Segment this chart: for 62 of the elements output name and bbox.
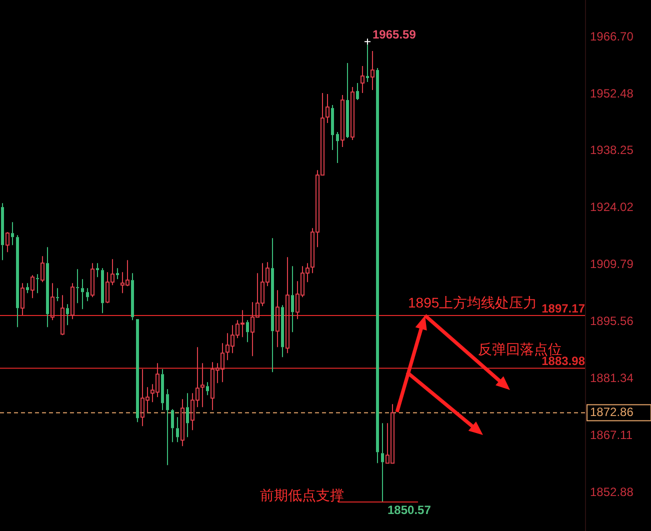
candlestick — [271, 238, 274, 373]
candlestick — [286, 256, 290, 354]
candlestick — [171, 408, 174, 443]
y-tick-label: 1881.34 — [590, 370, 634, 385]
candlestick — [96, 262, 99, 278]
y-tick-label: 1909.79 — [590, 257, 634, 272]
candlestick — [166, 388, 169, 466]
candlestick — [291, 266, 294, 333]
candlestick — [370, 50, 374, 91]
candlestick — [36, 274, 39, 294]
candlestick — [176, 416, 179, 443]
y-tick-label: 1938.25 — [590, 143, 634, 158]
candlestick — [281, 304, 284, 358]
candlestick — [40, 256, 44, 283]
candlestick — [356, 82, 359, 101]
candlestick — [116, 268, 119, 280]
candlestick — [381, 422, 384, 502]
candlestick — [50, 282, 54, 321]
price-tag: 1872.86 — [586, 404, 651, 422]
candlestick — [180, 398, 184, 447]
candlestick — [340, 94, 344, 148]
candlestick — [376, 68, 379, 464]
candlestick — [16, 234, 19, 328]
candlestick — [46, 246, 49, 328]
candlestick — [60, 294, 64, 336]
candlestick — [331, 104, 334, 151]
candlestick — [30, 274, 34, 299]
ref-line-label: 1872.86 — [590, 404, 634, 419]
y-tick-label: 1867.11 — [590, 428, 633, 442]
y-tick-label: 1924.02 — [590, 200, 634, 214]
candlestick — [20, 282, 24, 316]
annotation: 1895上方均线处压力 — [408, 294, 538, 310]
candlestick — [161, 368, 164, 411]
candlestick — [86, 288, 89, 302]
y-tick-label: 1966.70 — [590, 29, 634, 44]
candlestick — [26, 282, 29, 294]
candlestick — [186, 392, 189, 438]
candlestick — [1, 202, 4, 261]
candlestick — [76, 268, 79, 304]
candlestick — [11, 222, 14, 246]
candlestick — [66, 304, 69, 326]
candlestick — [101, 268, 104, 314]
y-tick-label: 1895.56 — [590, 314, 634, 328]
candlestick — [81, 278, 84, 310]
candlestick — [131, 272, 134, 321]
ref-line-label: 1897.17 — [542, 301, 586, 316]
y-tick-label: 1852.88 — [590, 484, 634, 499]
candlestick — [346, 62, 349, 139]
candlestick — [56, 288, 59, 302]
candlestick — [276, 290, 280, 348]
candlestick — [206, 382, 209, 396]
candlestick — [336, 132, 339, 164]
annotation: 反弹回落点位 — [478, 341, 562, 358]
candlestick — [246, 320, 249, 343]
y-tick-label: 1952.48 — [590, 86, 634, 100]
candlestick — [326, 94, 330, 124]
annotation: 前期低点支撑 — [260, 487, 344, 503]
candlestick — [360, 66, 364, 94]
annotation: 1850.57 — [388, 502, 432, 517]
annotation: 1965.59 — [372, 28, 416, 42]
candlestick — [136, 319, 139, 423]
candlestick — [200, 362, 204, 408]
